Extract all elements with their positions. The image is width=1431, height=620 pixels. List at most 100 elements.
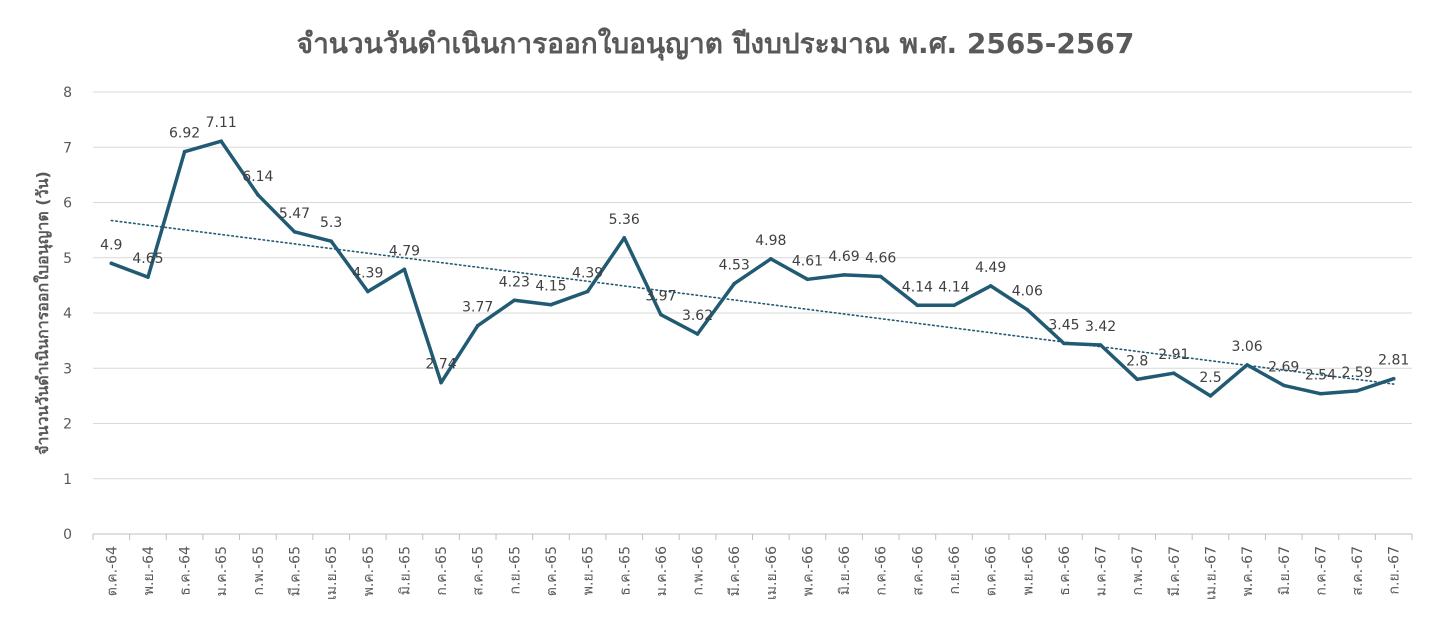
data-point [915,303,920,308]
data-point [878,274,883,279]
data-label: 3.77 [462,300,493,316]
x-tick-label: ต.ค.-66 [984,546,1000,596]
y-tick-label: 4 [63,306,72,322]
x-tick-label: ธ.ค.-65 [617,546,633,596]
data-point [292,229,297,234]
x-tick-label: ก.ย.-66 [947,546,963,595]
x-tick-label: ก.ย.-67 [1387,546,1403,594]
data-label: 4.79 [389,243,420,259]
data-label: 4.06 [1012,284,1043,300]
data-label: 4.66 [865,251,896,267]
trendline [110,219,1395,385]
series-line [109,139,1396,398]
x-tick-label: ก.ย.-65 [507,546,523,594]
data-label: 4.61 [792,253,823,269]
data-label: 2.81 [1378,353,1409,369]
data-point [1245,363,1249,367]
x-tick-label: เม.ย.-67 [1203,546,1219,600]
data-label: 3.42 [1085,319,1116,335]
x-tick-label: เม.ย.-65 [324,546,340,600]
x-tick-label: มิ.ย.-66 [837,546,853,595]
data-point [1062,341,1066,346]
data-point [475,323,480,328]
x-tick-label: ธ.ค.-64 [178,546,194,596]
data-point [622,236,627,240]
data-point [1281,383,1286,388]
x-tick-label: พ.ค.-65 [361,546,377,596]
data-label: 4.9 [100,237,122,253]
x-tick-label: ก.พ.-66 [691,546,707,596]
x-tick-label: ก.พ.-67 [1130,546,1146,595]
y-tick-label: 7 [63,140,72,156]
data-point [1135,377,1140,382]
data-point [1355,389,1359,393]
x-tick-label: มี.ค.-65 [288,546,304,596]
data-label: 5.3 [320,215,342,231]
y-axis-title: จำนวนวันดำเนินการออกใบอนุญาต (วัน) [33,171,53,455]
data-point [1318,391,1323,396]
data-label: 7.11 [206,115,237,131]
data-point [182,149,187,154]
data-label: 6.14 [242,169,273,185]
x-tick-label: ม.ค.-67 [1094,546,1110,596]
data-point [365,289,370,294]
data-label: 4.14 [902,279,933,295]
data-point [842,273,846,277]
data-point [1208,394,1213,398]
data-point [659,312,663,317]
data-point [109,261,114,266]
data-label: 4.49 [975,260,1006,276]
x-tick-label: ต.ค.-65 [544,546,560,596]
data-label: 2.54 [1305,368,1336,384]
data-point [805,277,810,282]
data-label: 5.47 [279,206,310,222]
y-tick-label: 5 [63,251,72,267]
data-label: 4.39 [572,265,603,281]
x-tick-label: มี.ค.-66 [727,546,743,596]
x-tick-label: ก.ค.-66 [874,546,890,596]
data-label: 3.97 [645,289,676,305]
x-tick-label: พ.ย.-64 [141,546,157,595]
data-label: 4.69 [829,249,860,265]
x-tick-label: มิ.ย.-67 [1277,546,1293,595]
data-point [512,298,517,303]
data-point [769,257,773,261]
x-tick-label: พ.ย.-65 [581,546,597,595]
x-tick-label: ก.ค.-67 [1313,546,1329,596]
x-tick-label: ม.ค.-66 [654,546,670,596]
x-tick-label: ธ.ค.-66 [1057,546,1073,596]
data-label: 2.5 [1199,370,1221,386]
data-point [585,289,590,294]
y-tick-label: 0 [63,527,72,543]
y-tick-label: 8 [63,85,72,101]
data-label: 2.59 [1341,365,1372,381]
y-tick-label: 1 [63,472,72,488]
data-label: 4.15 [535,279,566,295]
data-label: 2.91 [1158,347,1189,363]
data-point [549,302,553,307]
x-tick-label: มี.ค.-67 [1167,546,1183,596]
data-point [695,332,700,336]
data-point [219,139,224,143]
x-tick-label: มิ.ย.-65 [397,546,413,595]
data-label: 5.36 [609,212,640,228]
data-point [1098,343,1103,347]
x-tick-label: ส.ค.-65 [471,546,487,596]
chart-title: จำนวนวันดำเนินการออกใบอนุญาต ปีงบประมาณ … [296,27,1135,60]
data-point [952,303,956,308]
x-tick-label: ส.ค.-67 [1350,546,1366,596]
data-label: 4.39 [352,265,383,281]
data-label: 3.62 [682,308,713,324]
data-point [732,281,736,286]
y-tick-label: 6 [63,196,72,212]
data-label: 2.69 [1268,359,1299,375]
data-label: 3.06 [1232,339,1263,355]
y-tick-label: 3 [63,361,72,377]
x-tick-label: ก.ค.-65 [434,546,450,596]
data-point [329,239,333,243]
data-label: 4.98 [755,233,786,249]
data-label: 4.53 [719,258,750,274]
x-tick-label: ม.ค.-65 [214,546,230,596]
data-point [1172,371,1176,376]
